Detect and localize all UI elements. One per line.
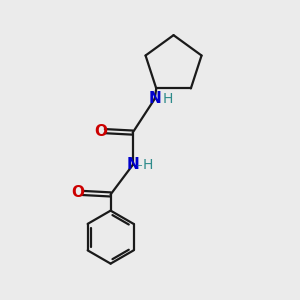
Text: N: N — [148, 91, 161, 106]
Text: H: H — [163, 92, 173, 106]
Text: O: O — [94, 124, 107, 139]
Text: N: N — [126, 158, 139, 172]
Text: –: – — [136, 160, 142, 170]
Text: H: H — [142, 158, 153, 172]
Text: O: O — [72, 185, 85, 200]
